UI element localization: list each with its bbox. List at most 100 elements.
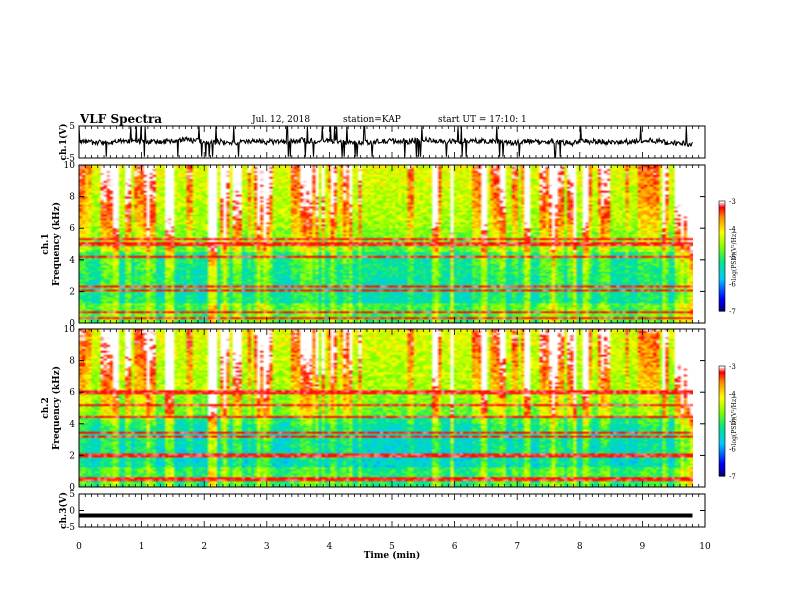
- colorbar-swatch: [719, 267, 725, 270]
- colorbar-swatch: [719, 386, 725, 389]
- colorbar-swatch: [719, 430, 725, 433]
- y-tick-label: 0: [69, 319, 75, 329]
- x-tick-label: 0: [76, 542, 82, 552]
- colorbar-swatch: [719, 232, 725, 235]
- colorbar-swatch: [719, 301, 725, 305]
- y-tick-label: 6: [69, 224, 75, 234]
- ch1-waveform-line: [78, 126, 693, 158]
- colorbar-swatch: [719, 410, 725, 413]
- colorbar-swatch: [719, 419, 725, 422]
- colorbar-swatch: [719, 366, 725, 369]
- colorbar-label: log(PSD)(V²/Hz): [731, 397, 738, 446]
- colorbar-swatch: [719, 208, 725, 211]
- colorbar-swatch: [719, 281, 725, 285]
- x-tick-label: 10: [699, 542, 711, 552]
- colorbar-swatch: [719, 212, 725, 215]
- colorbar-swatch: [719, 202, 725, 206]
- colorbar-swatch: [719, 270, 725, 274]
- colorbar-swatch: [719, 259, 725, 263]
- colorbar-swatch: [719, 404, 725, 407]
- colorbar-swatch: [719, 224, 725, 228]
- axes-layer: [78, 125, 706, 528]
- colorbar-swatch: [719, 268, 725, 272]
- frequency-axis-label: Frequency (kHz): [51, 366, 62, 450]
- colorbar-swatch: [719, 373, 725, 376]
- colorbar-swatch: [719, 384, 725, 387]
- colorbar-swatch: [719, 400, 725, 404]
- colorbar-swatch: [719, 455, 725, 459]
- x-tick-label: 2: [201, 542, 207, 552]
- date-label: Jul. 12, 2018: [252, 115, 311, 125]
- colorbar-swatch: [719, 393, 725, 396]
- waveform-layer: [78, 126, 693, 518]
- colorbar-swatch: [719, 461, 725, 464]
- start-time-label: start UT = 17:10: 1: [438, 115, 527, 125]
- spectrogram-layer: [79, 165, 693, 487]
- colorbar-swatch: [719, 274, 725, 277]
- colorbar-swatch: [719, 439, 725, 442]
- colorbar-swatch: [719, 226, 725, 230]
- ch1-axis-label: ch.1: [41, 233, 51, 254]
- colorbar-swatch: [719, 289, 725, 292]
- colorbar-swatch: [719, 389, 725, 393]
- colorbar-swatch: [719, 466, 725, 470]
- colorbar-swatch: [719, 309, 725, 312]
- colorbar-frame: [718, 365, 726, 477]
- colorbar-swatch: [719, 213, 725, 217]
- colorbar-tick-label: -4: [729, 391, 736, 399]
- colorbar-swatch: [719, 250, 725, 253]
- y-tick-label: 2: [69, 451, 75, 461]
- colorbar-swatch: [719, 239, 725, 242]
- colorbar-swatch: [719, 457, 725, 461]
- y-tick-label: 8: [69, 193, 75, 203]
- colorbar-swatch: [719, 465, 725, 468]
- colorbar-swatch: [719, 437, 725, 440]
- colorbar-swatch: [719, 206, 725, 209]
- colorbar-swatch: [719, 243, 725, 246]
- colorbar-frame: [718, 200, 726, 312]
- colorbar-swatch: [719, 246, 725, 250]
- colorbar-swatch: [719, 248, 725, 252]
- colorbar-swatch: [719, 472, 725, 475]
- colorbar-swatch: [719, 391, 725, 395]
- page-title: VLF Spectra: [80, 112, 163, 126]
- x-axis-label: Time (min): [364, 550, 421, 561]
- colorbar-swatch: [719, 217, 725, 220]
- colorbar-tick-label: -4: [729, 226, 736, 234]
- colorbar-swatch: [719, 303, 725, 307]
- colorbar-swatch: [719, 230, 725, 233]
- x-tick-label: 4: [327, 542, 333, 552]
- colorbar-swatch: [719, 424, 725, 428]
- y-tick-label: 5: [69, 490, 75, 500]
- colorbar-swatch: [719, 235, 725, 239]
- colorbar-swatch: [719, 287, 725, 290]
- colorbar-swatch: [719, 452, 725, 455]
- colorbar-tick-label: -6: [729, 446, 736, 454]
- colorbar-swatch: [719, 428, 725, 431]
- colorbar-swatch: [719, 375, 725, 378]
- colorbar-swatch: [719, 417, 725, 420]
- colorbar-swatch: [719, 474, 725, 477]
- y-tick-label: 2: [69, 287, 75, 297]
- colorbar-tick-label: -3: [729, 198, 736, 206]
- colorbar-swatch: [719, 446, 725, 450]
- colorbar-swatch: [719, 307, 725, 310]
- y-tick-label: 6: [69, 388, 75, 398]
- colorbar-swatch: [719, 285, 725, 288]
- colorbar-swatch: [719, 450, 725, 453]
- y-tick-label: 0: [69, 507, 75, 517]
- colorbar-swatch: [719, 399, 725, 402]
- colorbar-swatch: [719, 470, 725, 473]
- colorbar-swatch: [719, 378, 725, 382]
- y-tick-label: -5: [66, 523, 75, 533]
- colorbar-tick-label: -7: [729, 473, 736, 481]
- colorbar-swatch: [719, 245, 725, 248]
- colorbar-swatch: [719, 402, 725, 406]
- colorbar-swatch: [719, 454, 725, 457]
- x-tick-label: 1: [139, 542, 145, 552]
- colorbar-swatch: [719, 201, 725, 204]
- colorbar-tick-label: -6: [729, 281, 736, 289]
- colorbar-swatch: [719, 276, 725, 279]
